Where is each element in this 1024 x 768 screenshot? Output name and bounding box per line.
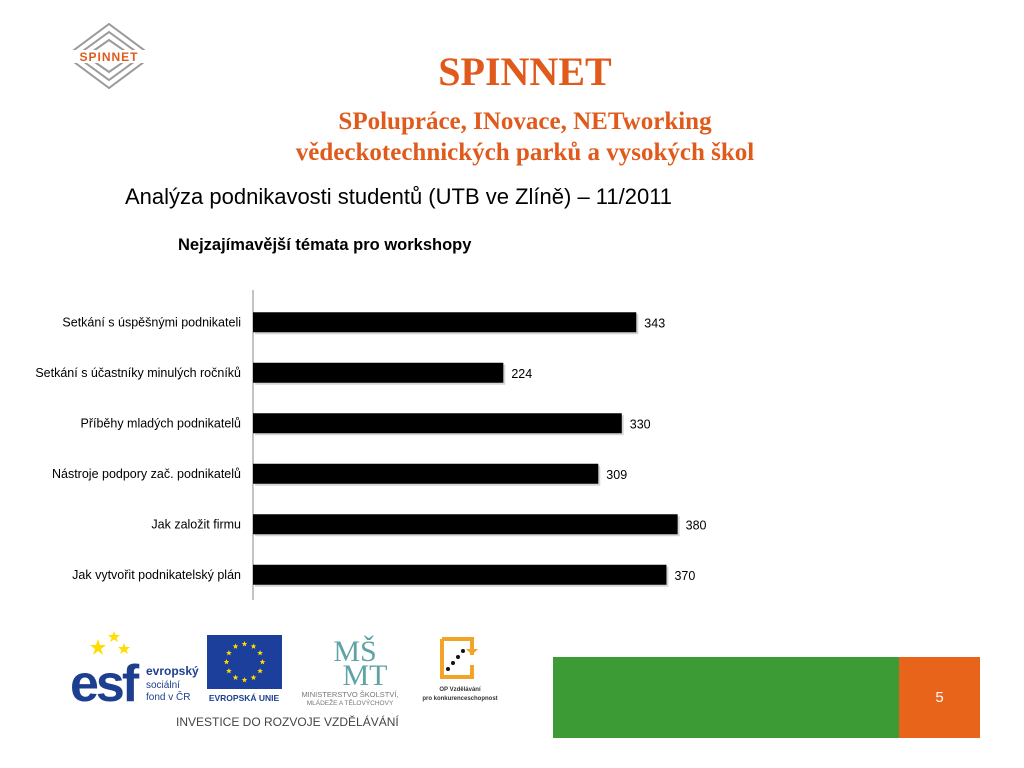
data-label: 343 [644,316,665,330]
analysis-heading: Analýza podnikavosti studentů (UTB ve Zl… [125,184,673,209]
data-label: 309 [606,468,627,482]
bar [253,413,622,434]
star-icon [250,674,257,681]
bar [253,312,637,333]
footer-logos: esf evropský sociální fond v ČR EVROPSKÁ… [70,631,498,729]
slide-title: SPINNET [438,49,612,94]
category-label: Jak vytvořit podnikatelský plán [72,568,241,582]
star-icon [250,643,257,649]
page-number-box: 5 [899,657,980,738]
logo-text: SPINNET [79,50,138,64]
esf-line1: evropský [146,664,199,678]
category-label: Nástroje podpory zač. podnikatelů [52,467,241,481]
star-icon [118,643,130,654]
bar [253,564,667,585]
star-icon [232,674,239,681]
bar-chart: Setkání s úspěšnými podnikateli 343 Setkán… [35,290,707,600]
chart-title: Nejzajímavější témata pro workshopy [178,236,472,254]
star-icon [90,639,106,655]
svg-text:MT: MT [343,659,388,692]
op-line1: OP Vzdělávání [439,687,481,693]
esf-logo: esf evropský sociální fond v ČR [70,631,199,713]
eu-label: EVROPSKÁ UNIE [209,693,280,703]
star-icon [223,659,230,665]
data-label: 224 [511,367,532,381]
spinnet-logo: SPINNET [64,22,154,90]
data-label: 370 [674,569,695,583]
star-icon [241,641,248,647]
op-line2: pro konkurenceschopnost [422,696,497,702]
star-icon [259,659,266,665]
svg-text:MŠ: MŠ [333,635,376,668]
star-icon [257,668,263,674]
data-label: 380 [686,518,707,532]
category-label: Příběhy mladých podnikatelů [80,416,241,430]
slide-subtitle-line1: SPolupráce, INovace, NETworking [338,108,712,135]
category-label: Jak založit firmu [151,517,241,531]
msmt-line1: MINISTERSTVO ŠKOLSTVÍ, [301,690,398,699]
bar [253,362,504,383]
category-label: Setkání s účastníky minulých ročníků [35,366,241,380]
msmt-line2: MLÁDEŽE A TĚLOVÝCHOVY [307,698,394,707]
bar [253,514,678,535]
page-number: 5 [935,689,944,706]
star-icon [226,668,232,674]
investice-text: INVESTICE DO ROZVOJE VZDĚLÁVÁNÍ [176,714,399,729]
star-icon [108,631,120,642]
eu-flag-logo: EVROPSKÁ UNIE [207,635,282,703]
star-icon [257,650,263,656]
esf-line3: fond v ČR [146,690,190,703]
star-icon [226,650,232,656]
svg-text:esf: esf [70,655,140,713]
esf-line2: sociální [146,680,180,691]
star-icon [232,643,239,649]
star-icon [241,677,248,683]
op-logo: OP Vzdělávání pro konkurenceschopnost [422,637,498,702]
category-label: Setkání s úspěšnými podnikateli [62,315,241,329]
bar [253,463,599,484]
msmt-logo: MŠ MT MINISTERSTVO ŠKOLSTVÍ, MLÁDEŽE A T… [301,635,398,707]
slide-subtitle-line2: vědeckotechnických parků a vysokých škol [295,139,755,166]
data-label: 330 [630,417,651,431]
footer-green-band [553,657,899,738]
